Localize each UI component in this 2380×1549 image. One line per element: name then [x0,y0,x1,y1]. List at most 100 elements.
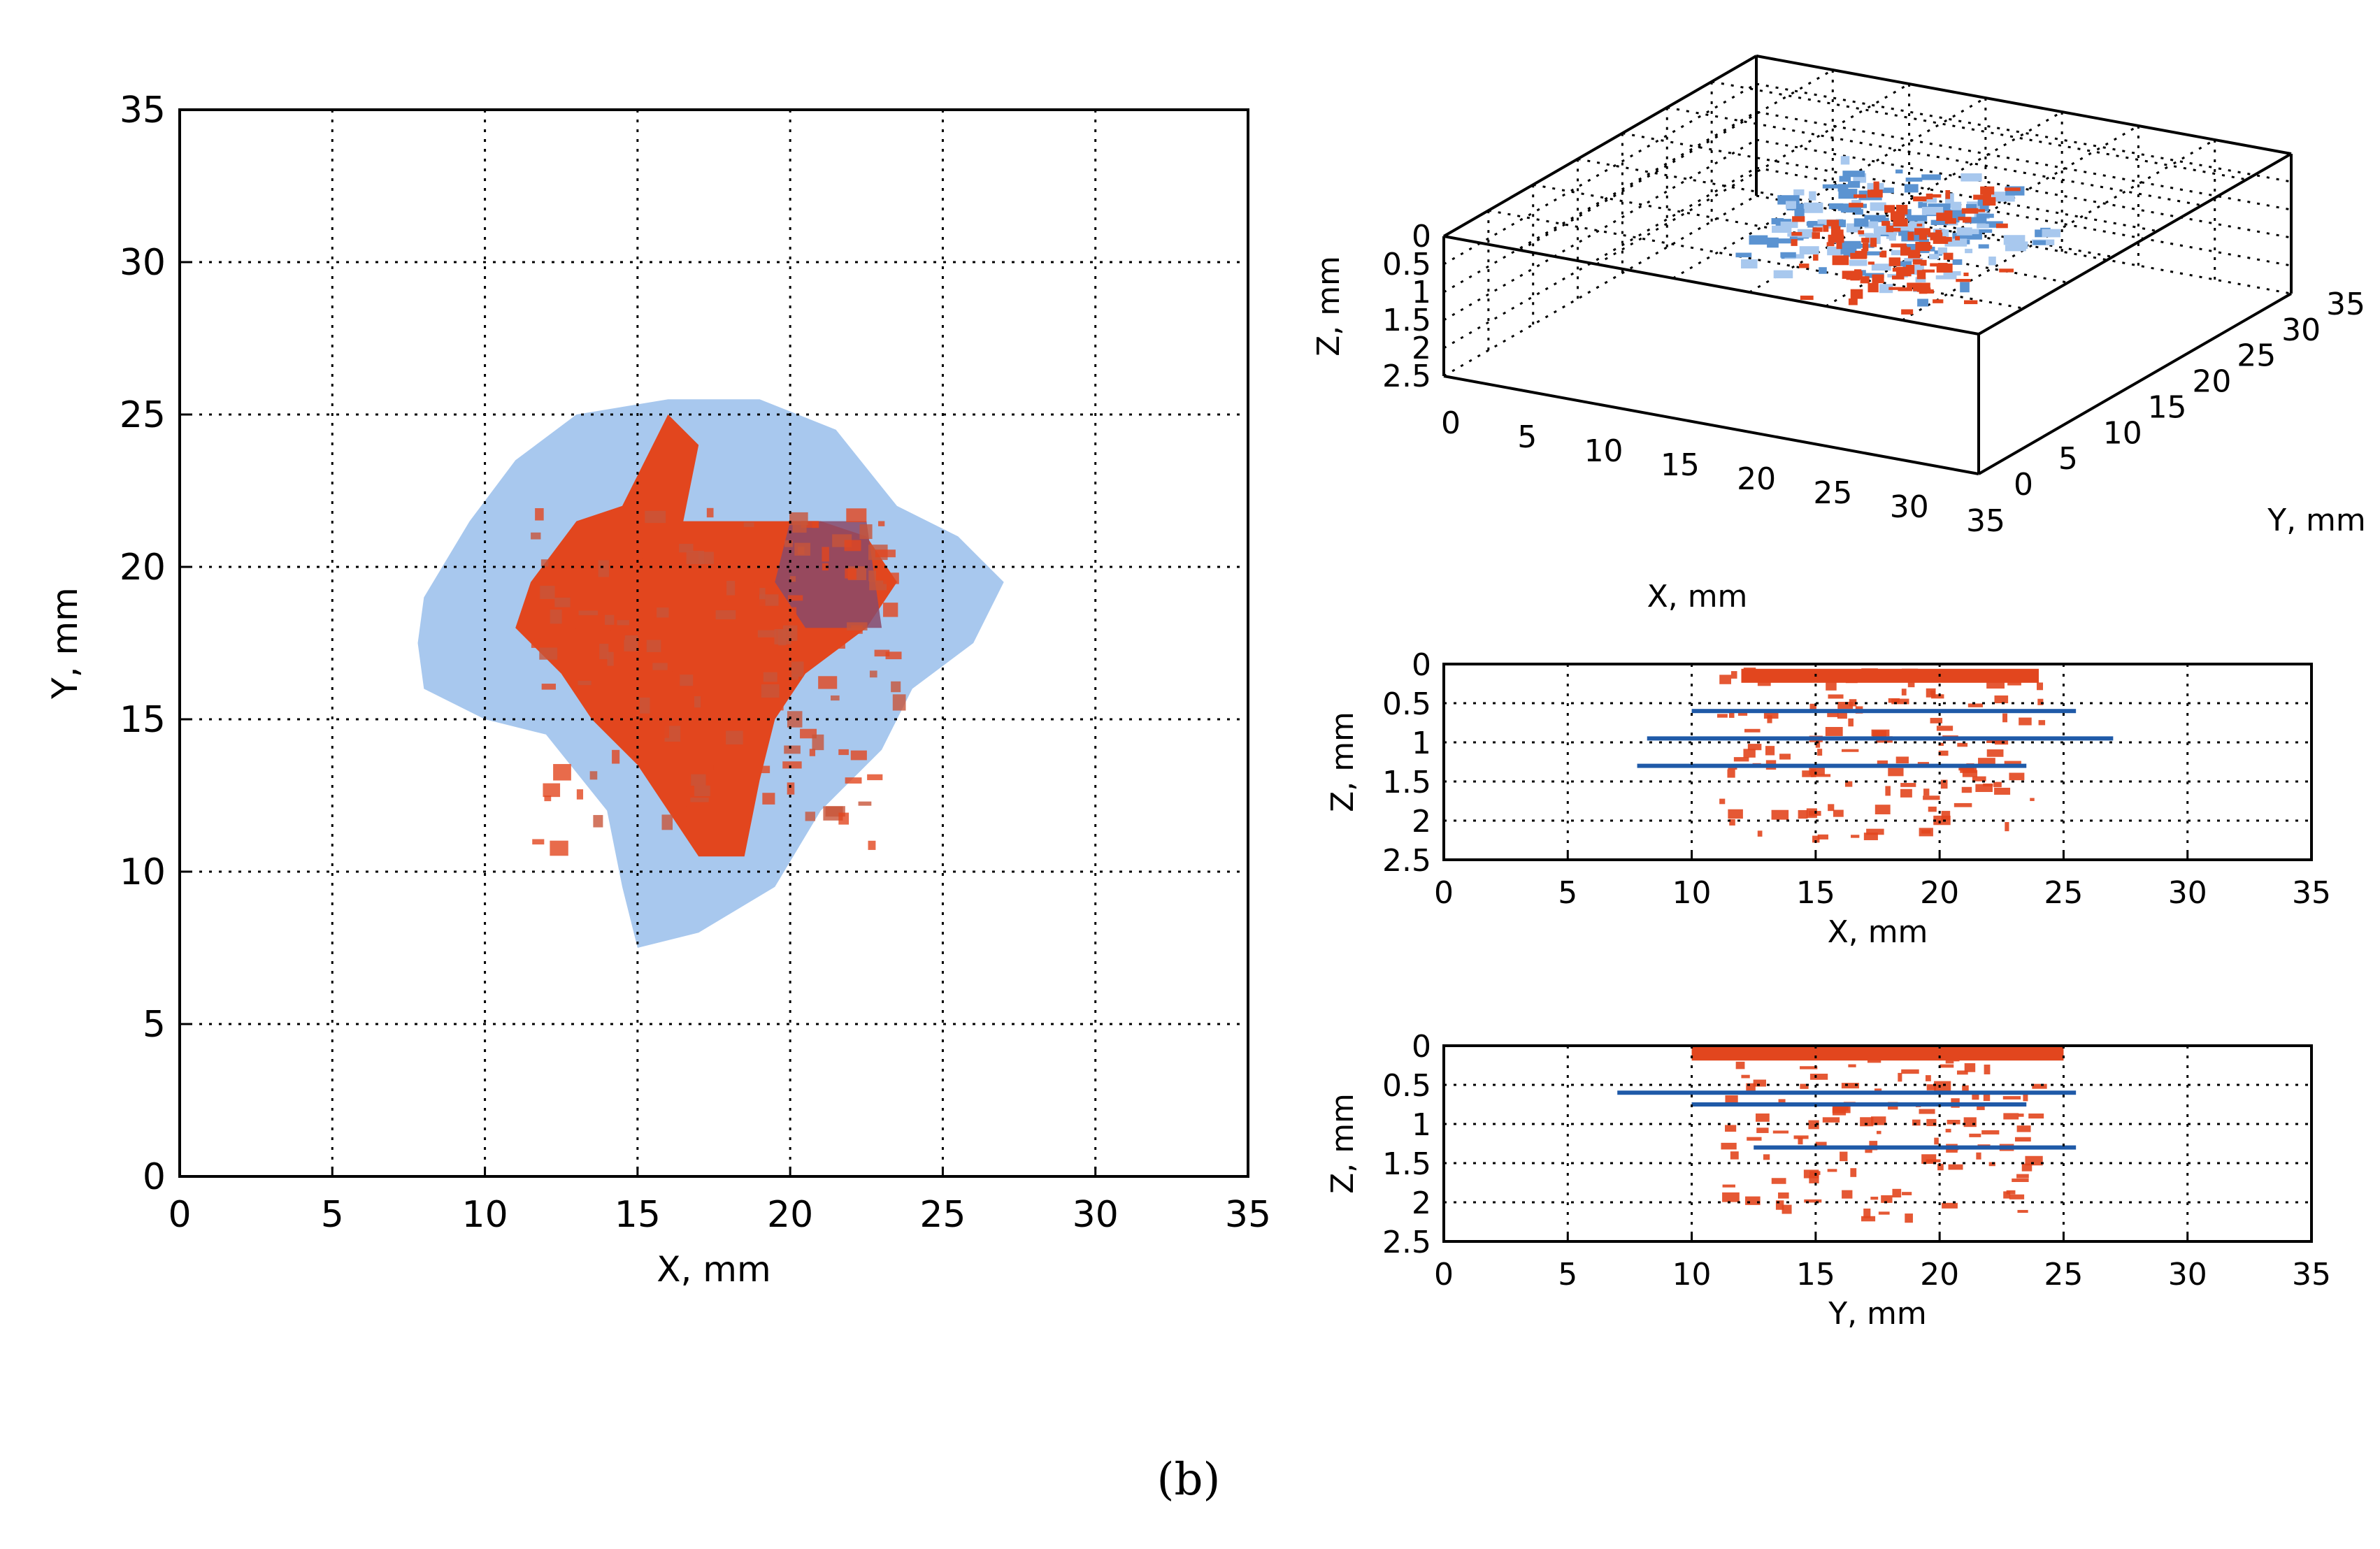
blue-voxel [1879,284,1893,294]
red-voxel [1999,268,2014,273]
red-mark [1804,1199,1822,1203]
red-mark [1840,1151,1848,1162]
speckle-mark [883,572,899,584]
red-voxel [1888,257,1901,266]
red-mark [1725,1095,1738,1104]
red-mark [1926,1118,1937,1127]
red-voxel [1930,263,1944,267]
red-mark [1928,806,1937,812]
red-mark [1881,1195,1893,1203]
red-mark [1828,694,1844,699]
speckle-mark [847,622,868,631]
red-mark [1763,1154,1770,1160]
red-mark [1809,703,1816,713]
x-tick-label: 25 [919,1194,966,1236]
speckle-mark [539,647,558,660]
speckle-mark [553,764,571,781]
red-mark [1813,774,1831,777]
x-tick-label: 25 [2044,1257,2083,1292]
red-voxel [1922,269,1935,273]
red-mark [2032,1083,2047,1089]
speckle-mark [868,840,876,850]
red-voxel [1884,205,1895,213]
red-voxel [1823,224,1829,232]
y-tick-label: 25 [120,394,166,436]
speckle-mark [874,649,890,657]
z-tick-label: 1 [1412,275,1431,310]
red-mark [1961,786,1972,793]
red-voxel [1964,300,1978,305]
blue-voxel [1928,254,1940,260]
red-mark [1940,779,1948,789]
red-mark [1817,749,1823,756]
speckle-mark [647,744,654,753]
speckle-mark [607,651,614,666]
blue-voxel [1803,202,1823,213]
speckle-mark [639,697,650,714]
x-tick-label: 0 [1441,405,1461,441]
y-tick-label: 10 [2103,415,2142,451]
x-tick-label: 30 [1073,1194,1119,1236]
blue-voxel [1822,184,1842,189]
red-mark [1905,1213,1913,1223]
speckle-mark [778,629,787,646]
red-mark [1934,1137,1939,1145]
grid-line-y [1711,80,2247,181]
box-edge [1978,292,2292,475]
red-mark [2009,1194,2025,1199]
red-voxel [1812,227,1823,232]
red-voxel [1962,217,1972,223]
figure-caption: (b) [1156,1454,1221,1506]
speckle-mark [801,521,819,528]
speckle-mark [578,610,598,616]
red-mark [1729,819,1735,826]
red-mark [1733,757,1749,762]
red-mark [1954,802,1972,807]
blue-voxel [2033,240,2046,245]
red-mark [1837,702,1854,709]
red-mark [1860,1117,1874,1127]
red-mark [1727,769,1735,778]
speckle-mark [755,765,770,774]
speckle-mark [726,580,736,596]
speckle-mark [640,659,650,673]
red-mark [1947,1120,1960,1125]
red-mark [1912,1119,1921,1126]
blue-voxel [1870,202,1886,211]
x-tick-label: 20 [767,1194,813,1236]
speckle-mark [544,795,552,802]
red-voxel [1978,209,1986,212]
red-voxel [1919,243,1930,250]
speckle-mark [604,614,615,625]
red-mark [1931,694,1944,699]
red-mark [1802,770,1814,777]
red-mark [1892,1188,1902,1198]
x-tick-label: 35 [1225,1194,1271,1236]
grid-line-y [1533,183,2068,284]
blue-voxel [1749,235,1768,245]
red-mark [1874,805,1891,814]
red-mark [1975,784,1993,793]
speckle-mark [743,522,754,527]
blue-voxel [1828,203,1844,210]
red-voxel [1868,282,1879,293]
red-mark [1849,699,1857,707]
speckle-mark [789,576,796,582]
red-voxel [1980,186,1995,195]
speckle-mark [850,750,867,761]
speckle-mark [550,840,568,856]
red-voxel [1891,243,1907,247]
red-mark [1945,1128,1951,1133]
blue-voxel [1773,270,1793,279]
red-voxel [1830,226,1841,235]
red-voxel [1858,230,1865,235]
speckle-mark [726,730,743,745]
red-voxel [1850,289,1863,299]
grid-line-x [1519,69,1834,252]
speckle-mark [593,814,603,828]
speckle-mark [847,568,857,580]
blue-voxel [1906,215,1928,222]
red-voxel [1956,279,1971,282]
z-tick-label: 2 [1412,1186,1431,1221]
